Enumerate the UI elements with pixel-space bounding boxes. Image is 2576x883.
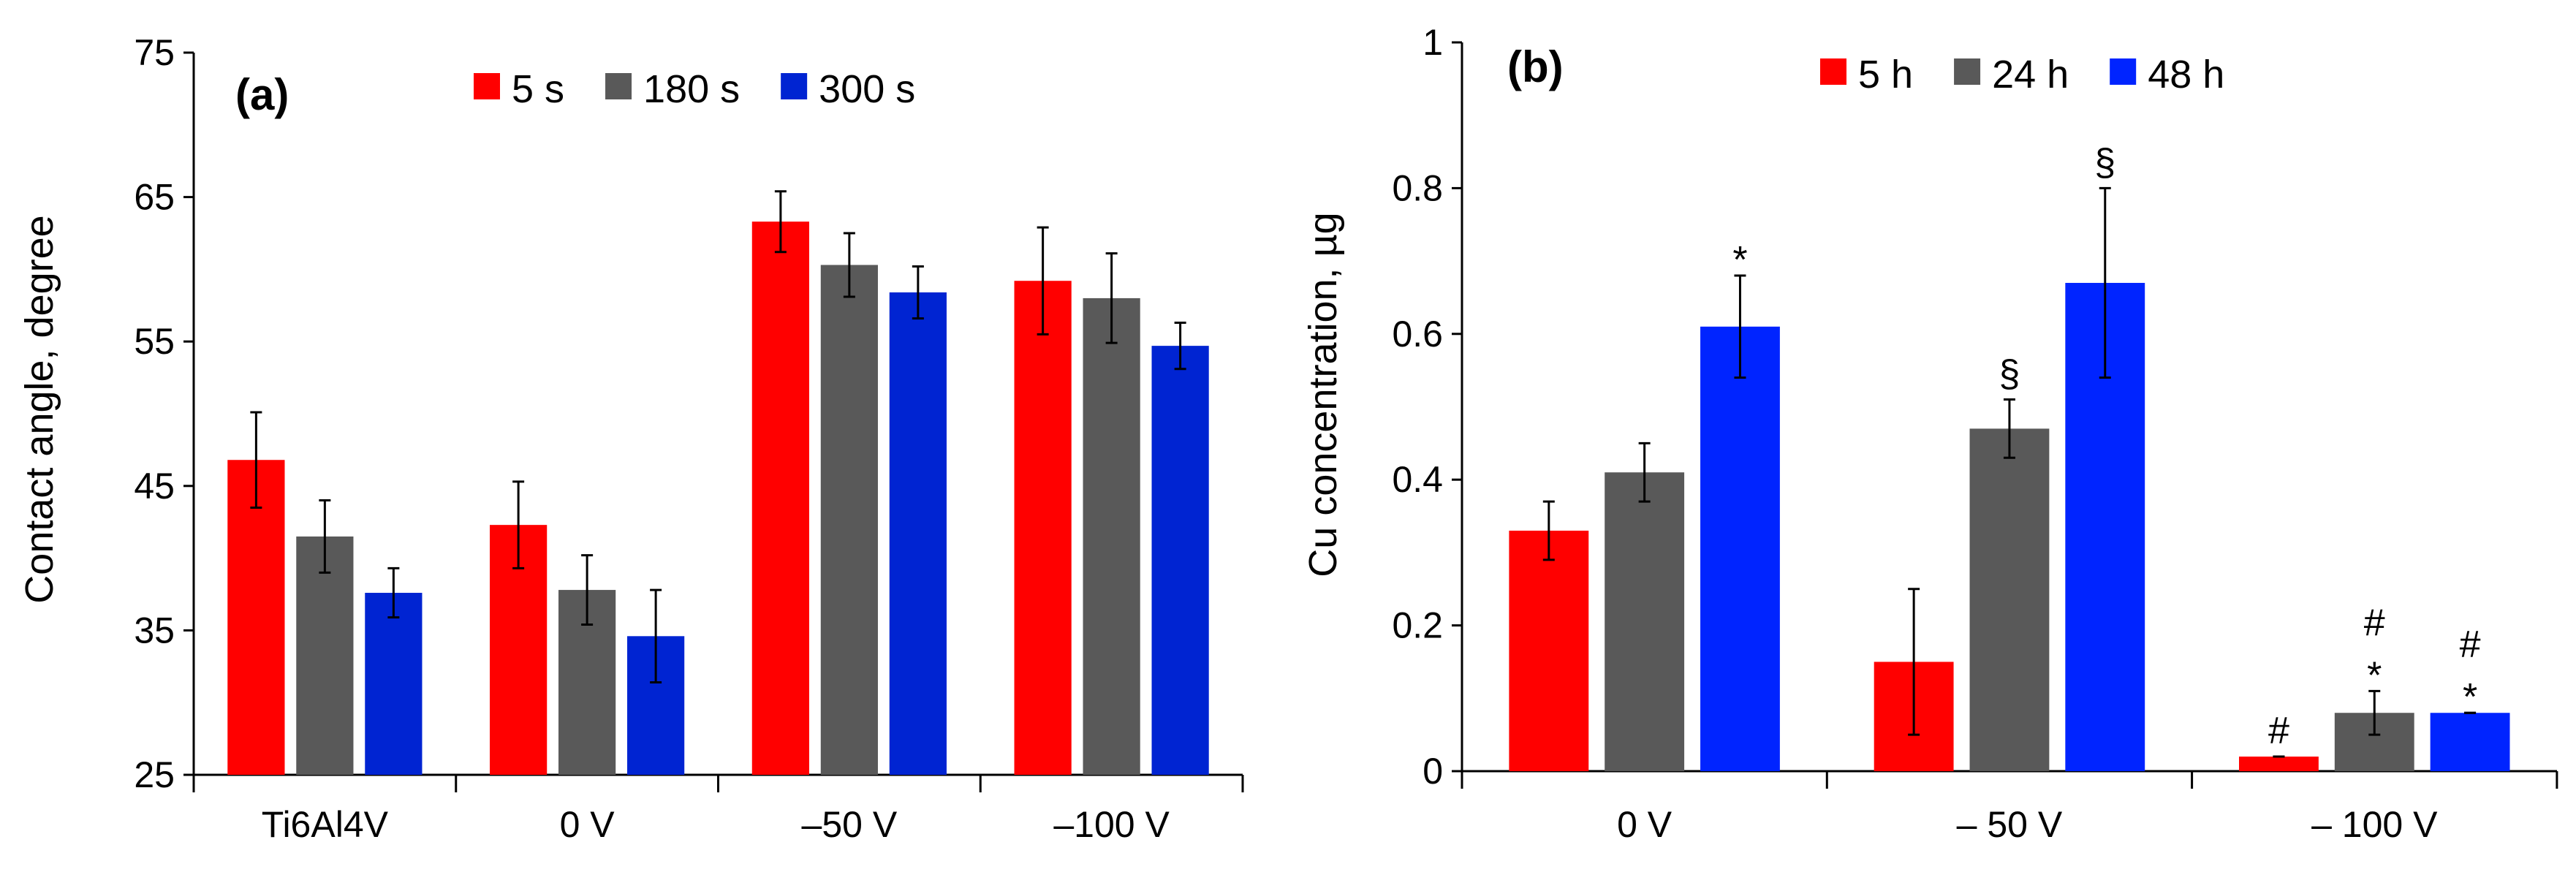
chart-a-y-tick-label: 45 bbox=[134, 466, 175, 507]
chart-b-legend-label: 48 h bbox=[2148, 53, 2224, 96]
chart-a-y-axis-label: Contact angle, degree bbox=[18, 215, 61, 603]
chart-a-legend-swatch bbox=[605, 73, 632, 99]
chart-a-error-bars bbox=[250, 190, 1186, 684]
chart-a-contact-angle: Contact angle, degree (a) 25 35 45 55 65 75 T… bbox=[18, 32, 1244, 845]
chart-b-legend-swatch bbox=[1820, 58, 1846, 85]
chart-a-legend: 5 s 180 s 300 s bbox=[474, 67, 915, 111]
chart-b-error-bars bbox=[1542, 186, 2477, 758]
chart-b-significance-mark: # bbox=[2268, 710, 2289, 752]
chart-b-significance-mark: * bbox=[1732, 239, 1747, 281]
chart-a-legend-swatch bbox=[781, 73, 808, 99]
chart-a-bar bbox=[296, 536, 354, 775]
chart-a-bar bbox=[751, 221, 809, 775]
chart-a-legend-label: 5 s bbox=[512, 67, 564, 111]
chart-a-bar bbox=[889, 292, 947, 775]
chart-b-y-tick-label: 0.4 bbox=[1392, 459, 1443, 500]
chart-a-bar bbox=[820, 265, 878, 775]
chart-b-y-tick-label: 0 bbox=[1423, 751, 1443, 792]
chart-b-y-tick-label: 0.8 bbox=[1392, 167, 1443, 208]
chart-a-y-tick-label: 55 bbox=[134, 321, 175, 362]
chart-a-x-category-label: Ti6Al4V bbox=[262, 804, 389, 845]
chart-b-cu-concentration: Cu concentration, µg (b) 00.20.40.60.81 … bbox=[1301, 22, 2558, 845]
chart-b-y-tick-label: 0.2 bbox=[1392, 605, 1443, 646]
chart-b-bar bbox=[1700, 326, 1780, 772]
chart-b-panel-label: (b) bbox=[1507, 42, 1564, 91]
chart-b-bar bbox=[1605, 472, 1685, 771]
chart-b-significance-mark: # bbox=[2460, 624, 2481, 666]
chart-a-panel-label: (a) bbox=[235, 70, 289, 119]
chart-a-x-categories: Ti6Al4V 0 V –50 V –100 V bbox=[192, 775, 1244, 845]
chart-a-bar bbox=[1151, 346, 1209, 775]
chart-b-legend: 5 h 24 h 48 h bbox=[1820, 53, 2224, 96]
chart-b-bar bbox=[2430, 713, 2510, 771]
chart-b-significance-mark: # bbox=[2364, 602, 2385, 644]
chart-b-bars bbox=[1509, 283, 2510, 772]
chart-b-bar bbox=[1509, 530, 1589, 771]
chart-b-legend-swatch bbox=[2110, 58, 2137, 85]
chart-a-legend-label: 300 s bbox=[819, 67, 915, 111]
chart-b-y-tick-label: 1 bbox=[1423, 22, 1443, 63]
chart-b-significance-mark: * bbox=[2367, 654, 2382, 697]
chart-a-y-tick-label: 75 bbox=[134, 32, 175, 73]
chart-b-x-category-label: 0 V bbox=[1617, 804, 1672, 845]
chart-a-bar bbox=[1083, 298, 1140, 775]
chart-b-legend-label: 24 h bbox=[1992, 53, 2069, 96]
chart-a-x-category-label: 0 V bbox=[560, 804, 615, 845]
chart-b-significance-mark: § bbox=[1999, 353, 2020, 395]
chart-b-y-ticks: 0 0.2 0.4 0.6 0.8 1 bbox=[1392, 22, 1462, 792]
chart-b-y-tick-label: 0.6 bbox=[1392, 314, 1443, 355]
chart-b-legend-label: 5 h bbox=[1858, 53, 1913, 96]
chart-b-significance-marks: * § § # # * # * bbox=[1732, 141, 2480, 752]
chart-b-legend-swatch bbox=[1954, 58, 1981, 85]
chart-b-significance-mark: * bbox=[2463, 676, 2477, 719]
chart-b-bar bbox=[2239, 757, 2319, 771]
chart-a-y-tick-label: 25 bbox=[134, 754, 175, 795]
chart-a-legend-label: 180 s bbox=[643, 67, 740, 111]
chart-a-legend-swatch bbox=[474, 73, 500, 99]
chart-a-y-tick-label: 65 bbox=[134, 177, 175, 218]
chart-a-x-category-label: –50 V bbox=[802, 804, 898, 845]
chart-b-x-category-label: – 100 V bbox=[2311, 804, 2438, 845]
chart-a-bars bbox=[227, 221, 1209, 775]
chart-b-y-axis-label: Cu concentration, µg bbox=[1301, 212, 1345, 577]
chart-b-significance-mark: § bbox=[2094, 141, 2115, 183]
chart-a-y-tick-label: 35 bbox=[134, 610, 175, 651]
chart-a-bar bbox=[227, 460, 285, 775]
chart-a-y-ticks: 25 35 45 55 65 75 bbox=[134, 32, 194, 795]
chart-b-x-category-label: – 50 V bbox=[1957, 804, 2063, 845]
chart-b-bar bbox=[1969, 428, 2050, 771]
chart-b-x-categories: 0 V – 50 V – 100 V bbox=[1461, 771, 2558, 845]
chart-a-bar bbox=[365, 593, 423, 775]
chart-a-x-category-label: –100 V bbox=[1053, 804, 1170, 845]
chart-a-bar bbox=[1014, 281, 1072, 775]
